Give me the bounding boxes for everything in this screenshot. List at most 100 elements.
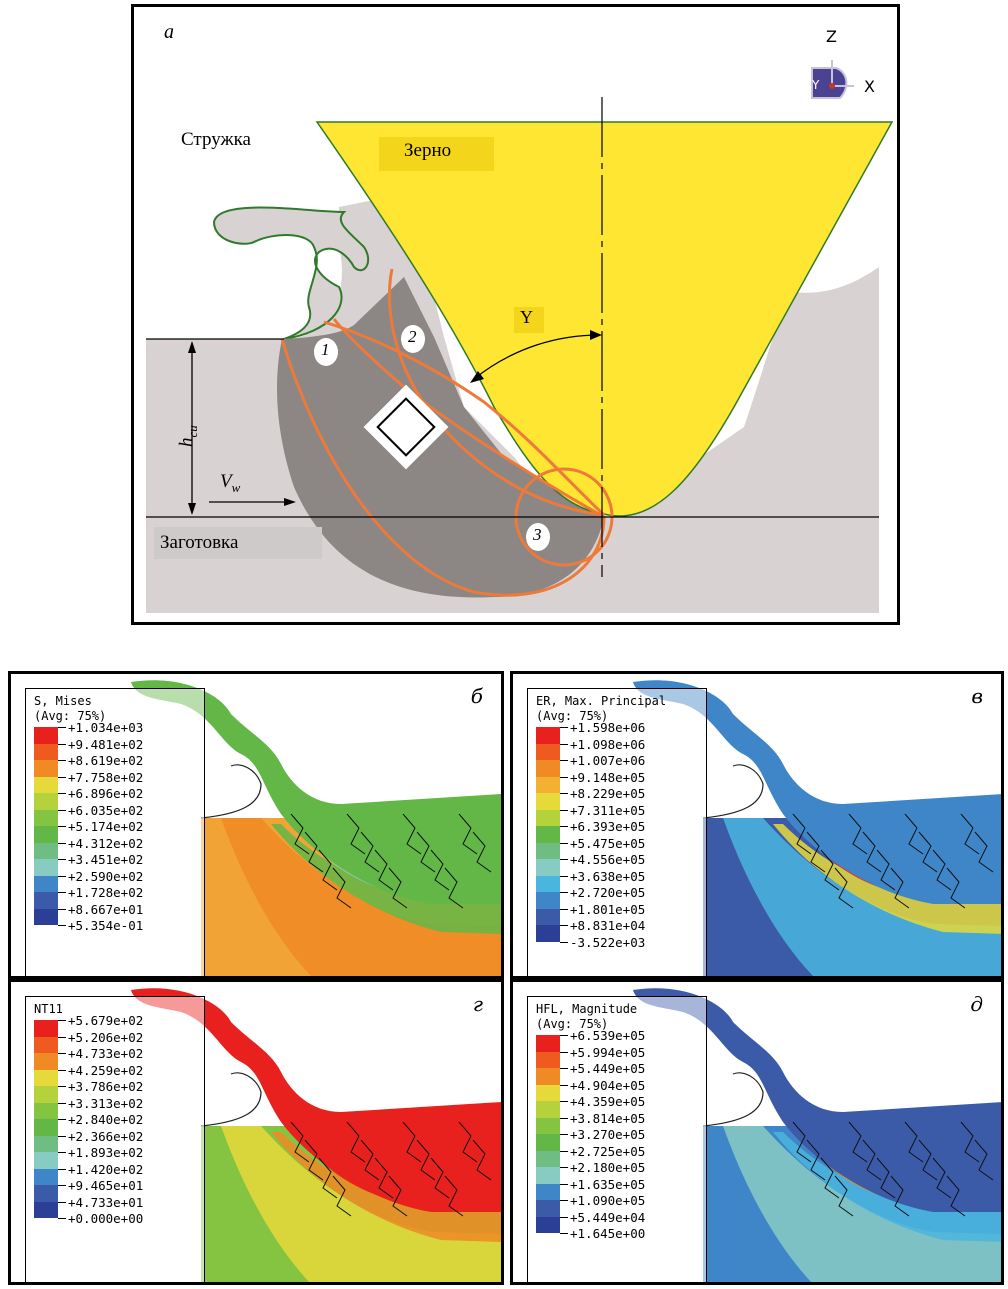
legend-tick [560, 859, 568, 860]
legend-row: +8.831e+04 [536, 918, 706, 942]
legend-row: +4.733e+01 [34, 1195, 204, 1218]
legend-tick [560, 1117, 568, 1119]
legend-swatch [536, 1150, 560, 1167]
mesh-fragment [904, 813, 924, 855]
mesh-fragment [290, 813, 310, 855]
legend-value: +2.725e+05 [570, 1143, 646, 1159]
chip-contour [633, 680, 1001, 904]
mesh-fragment [444, 1175, 464, 1217]
legend-row: +5.679e+02 [34, 1013, 204, 1037]
contour-plot [131, 680, 501, 976]
contour-band-1 [221, 1126, 501, 1282]
legend-tick [58, 727, 66, 728]
legend-swatch [536, 1117, 560, 1134]
legend-row: +8.619e+02 [34, 753, 204, 777]
legend-tick [58, 925, 66, 926]
legend-swatch [34, 809, 58, 826]
mesh-fragment [304, 1139, 324, 1181]
mesh-fragment [444, 867, 464, 909]
velocity-label: Vw [220, 471, 241, 495]
legend-swatch [536, 760, 560, 777]
legend-value: +1.645e+00 [570, 1226, 646, 1241]
legend-value: +1.007e+06 [570, 753, 646, 768]
contour-band-2 [773, 1132, 1001, 1242]
axis-x-label: X [864, 77, 875, 96]
legend-value: +5.475e+05 [570, 835, 646, 851]
legend-swatch [34, 1020, 58, 1037]
legend-swatch [34, 1069, 58, 1086]
mesh-fragment [472, 831, 492, 873]
legend-swatch [34, 1135, 58, 1152]
cutting-scheme-drawing [146, 60, 894, 613]
legend-swatch [536, 793, 560, 810]
axis-y-label: Y [812, 78, 820, 92]
chip-label: Стружка [181, 129, 251, 150]
legend-row: +9.465e+01 [34, 1178, 204, 1202]
legend-tick [560, 727, 568, 728]
legend-tick [560, 826, 568, 827]
legend-tick [58, 1069, 66, 1071]
legend-tick [560, 760, 568, 761]
legend-swatch [34, 908, 58, 925]
legend-swatch [536, 892, 560, 909]
workpiece-right-region [614, 267, 879, 517]
legend-swatch [34, 1185, 58, 1202]
legend-row: +8.667e+01 [34, 902, 204, 925]
chip-root-edge [702, 1072, 764, 1127]
angle-arrow-right [590, 330, 602, 340]
legend-row: +1.034e+03 [34, 720, 204, 744]
contour-band-2 [271, 1132, 501, 1242]
legend-row: -3.522e+03 [536, 935, 706, 959]
mesh-fragment [346, 1121, 366, 1163]
grain-region [315, 121, 894, 517]
legend-row: +6.393e+05 [536, 819, 706, 843]
legend-value: +2.180e+05 [570, 1160, 646, 1175]
legend-value: +2.720e+05 [570, 885, 646, 900]
legend-value: +2.590e+02 [68, 868, 144, 884]
legend-row: +3.270e+05 [536, 1127, 706, 1151]
legend-value: +9.465e+01 [68, 1178, 144, 1193]
legend-swatch [536, 925, 560, 942]
legend-swatch [34, 859, 58, 876]
mesh-fragment [318, 1157, 338, 1199]
heat-flux-panel: HFL, Magnitude (Avg: 75%) +6.539e+05 +5.994… [510, 979, 1004, 1285]
legend-row: +0.000e+00 [34, 1211, 204, 1235]
legend-swatch [536, 1183, 560, 1200]
legend-value: +5.206e+02 [68, 1029, 144, 1045]
mesh-fragment [374, 1157, 394, 1199]
legend-tick [560, 1051, 568, 1053]
legend-tick [58, 826, 66, 827]
legend-tick [560, 1150, 568, 1152]
legend-row: +1.420e+02 [34, 1162, 204, 1185]
mesh-fragment [876, 1157, 896, 1199]
legend-row: +3.451e+02 [34, 852, 204, 876]
legend-row: +1.801e+05 [536, 902, 706, 925]
legend-swatch [536, 1084, 560, 1101]
mesh-fragment [374, 849, 394, 891]
legend-title: NT11 [34, 1002, 63, 1016]
legend-value: +7.311e+05 [570, 802, 646, 818]
legend-tick [560, 925, 568, 926]
color-legend: NT11 +5.679e+02 +5.206e+02 +4.733e+02 +4.259… [25, 996, 205, 1282]
legend-value: +4.733e+02 [68, 1046, 144, 1061]
mesh-fragment [848, 813, 868, 855]
legend-tick [58, 760, 66, 761]
legend-row: +1.893e+02 [34, 1145, 204, 1169]
mesh-fragment [820, 849, 840, 891]
mesh-fragment [918, 831, 938, 873]
legend-tick [58, 892, 66, 893]
legend-value: +5.449e+04 [570, 1209, 646, 1225]
legend-tick [560, 743, 568, 745]
legend-swatch [34, 1168, 58, 1185]
legend-swatch [34, 793, 58, 810]
legend-tick [560, 1068, 568, 1069]
legend-tick [560, 908, 568, 910]
legend-value: +8.831e+04 [570, 918, 646, 933]
legend-swatch [536, 1134, 560, 1151]
panel-letter: г [472, 992, 483, 1016]
legend-row: +4.556e+05 [536, 852, 706, 876]
legend-swatch [536, 1167, 560, 1184]
legend-title: HFL, Magnitude [536, 1002, 638, 1016]
mesh-fragment [932, 1157, 952, 1199]
legend-value: +7.758e+02 [68, 769, 144, 785]
